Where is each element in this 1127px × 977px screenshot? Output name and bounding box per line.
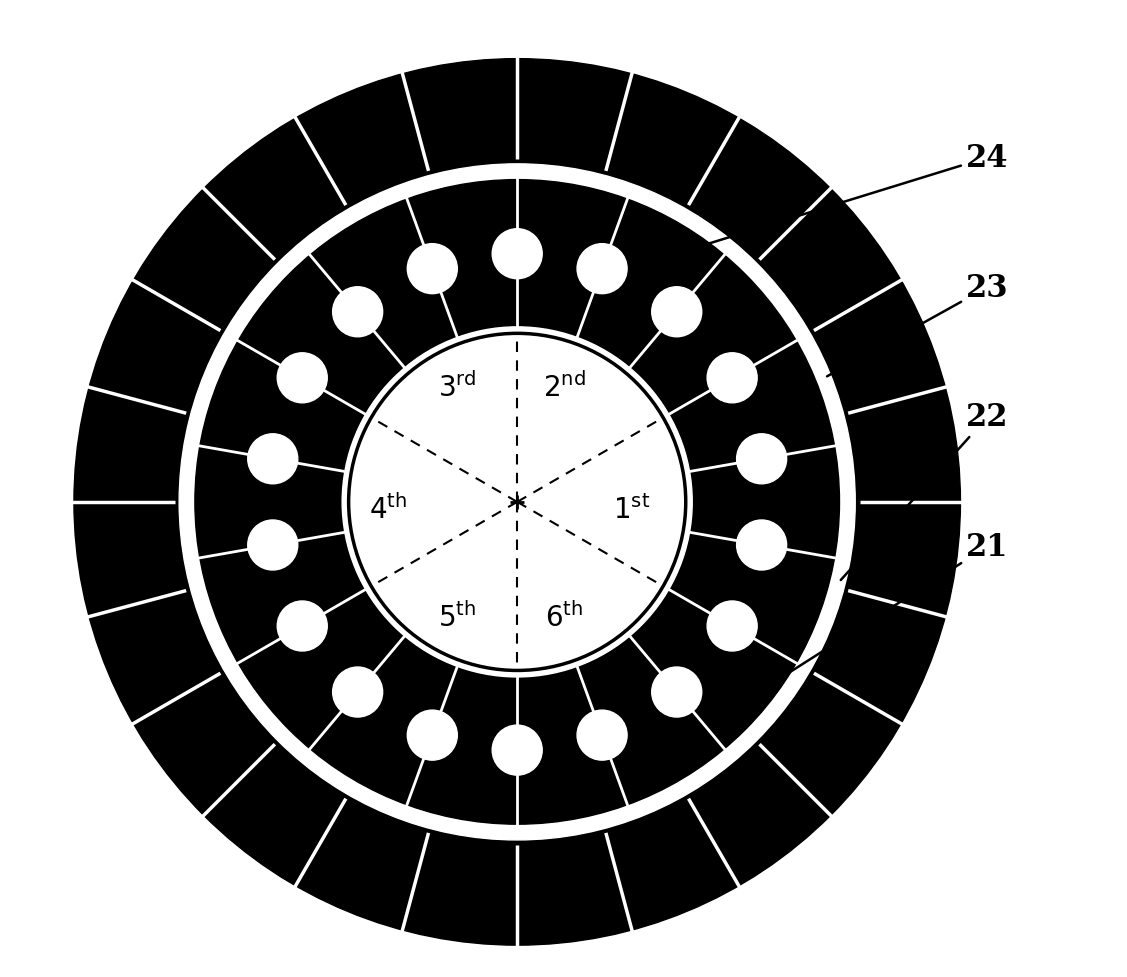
Text: 24: 24	[698, 143, 1009, 248]
Polygon shape	[317, 96, 406, 145]
Circle shape	[343, 327, 692, 677]
Polygon shape	[231, 796, 308, 854]
Polygon shape	[727, 150, 804, 209]
Polygon shape	[80, 402, 119, 496]
Circle shape	[407, 244, 458, 294]
Circle shape	[737, 521, 787, 571]
Circle shape	[195, 181, 840, 825]
Text: 22: 22	[841, 402, 1009, 580]
Polygon shape	[109, 614, 159, 702]
Polygon shape	[80, 508, 119, 603]
Polygon shape	[317, 860, 406, 910]
Polygon shape	[727, 796, 804, 854]
Polygon shape	[914, 508, 955, 603]
Circle shape	[737, 435, 787, 485]
Text: 21: 21	[743, 531, 1009, 702]
Text: $6^{\mathrm{th}}$: $6^{\mathrm{th}}$	[545, 602, 584, 632]
Circle shape	[707, 602, 757, 652]
Circle shape	[179, 165, 855, 840]
Polygon shape	[417, 65, 512, 106]
Circle shape	[492, 725, 542, 776]
Text: $3^{\mathrm{rd}}$: $3^{\mathrm{rd}}$	[437, 372, 477, 403]
Circle shape	[577, 710, 627, 760]
Circle shape	[407, 710, 458, 760]
Polygon shape	[811, 217, 869, 293]
Polygon shape	[629, 860, 717, 910]
Polygon shape	[523, 65, 618, 106]
Polygon shape	[629, 96, 717, 145]
Circle shape	[651, 667, 702, 717]
Polygon shape	[165, 217, 223, 293]
Circle shape	[248, 435, 298, 485]
Polygon shape	[109, 303, 159, 391]
Text: $1^{\mathrm{st}}$: $1^{\mathrm{st}}$	[613, 495, 650, 524]
Text: $5^{\mathrm{th}}$: $5^{\mathrm{th}}$	[437, 602, 476, 632]
Circle shape	[348, 334, 685, 671]
Circle shape	[277, 602, 327, 652]
Polygon shape	[231, 150, 308, 209]
Polygon shape	[417, 899, 512, 939]
Text: 23: 23	[827, 273, 1009, 377]
Polygon shape	[875, 614, 924, 702]
Circle shape	[707, 354, 757, 404]
Polygon shape	[875, 303, 924, 391]
Polygon shape	[811, 712, 869, 788]
Polygon shape	[914, 402, 955, 496]
Circle shape	[74, 60, 960, 945]
Circle shape	[277, 354, 327, 404]
Text: $2^{\mathrm{nd}}$: $2^{\mathrm{nd}}$	[543, 372, 586, 403]
Text: $4^{\mathrm{th}}$: $4^{\mathrm{th}}$	[369, 494, 407, 525]
Polygon shape	[523, 899, 618, 939]
Circle shape	[332, 667, 383, 717]
Circle shape	[492, 230, 542, 279]
Circle shape	[248, 521, 298, 571]
Circle shape	[577, 244, 627, 294]
Circle shape	[332, 287, 383, 337]
Circle shape	[651, 287, 702, 337]
Polygon shape	[165, 712, 223, 788]
